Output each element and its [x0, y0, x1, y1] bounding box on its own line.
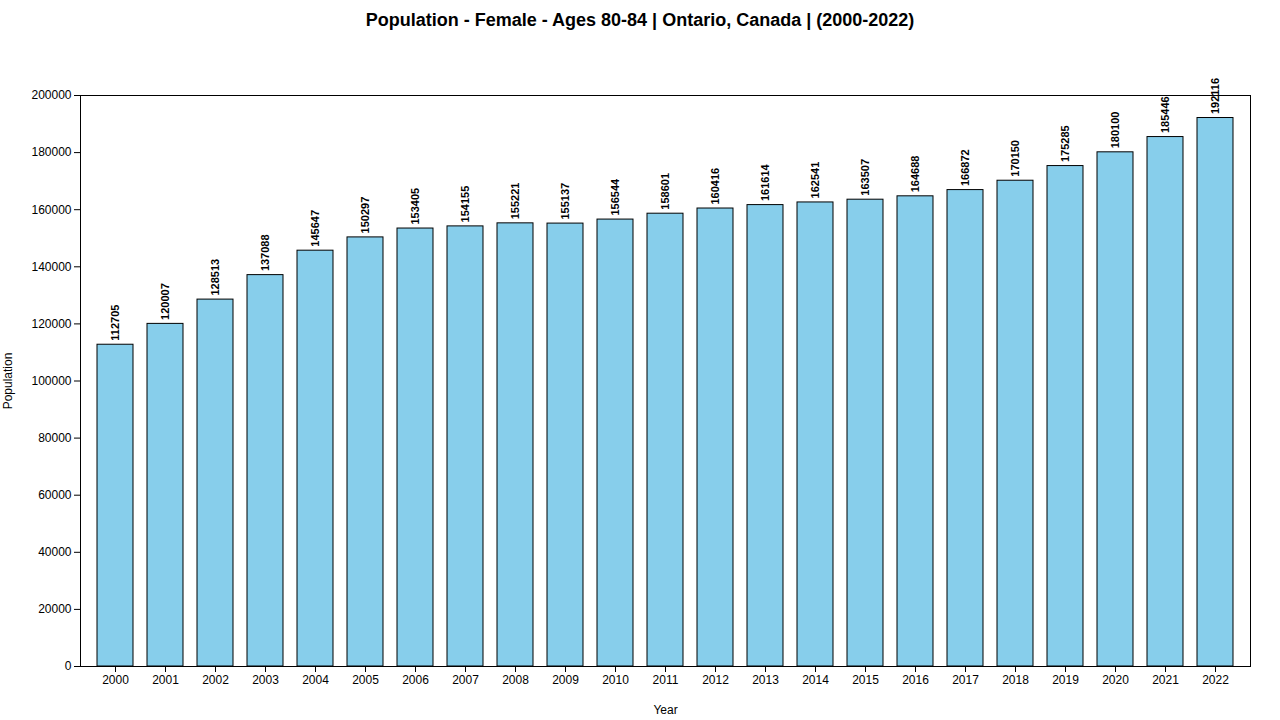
svg-text:2006: 2006 — [402, 673, 429, 687]
svg-text:2001: 2001 — [152, 673, 179, 687]
svg-text:2010: 2010 — [602, 673, 629, 687]
svg-text:60000: 60000 — [38, 488, 72, 502]
svg-text:2017: 2017 — [952, 673, 979, 687]
svg-text:2005: 2005 — [352, 673, 379, 687]
svg-text:180000: 180000 — [31, 145, 71, 159]
svg-text:166872: 166872 — [959, 149, 971, 186]
svg-text:Year: Year — [653, 703, 677, 717]
svg-text:175285: 175285 — [1059, 125, 1071, 162]
svg-text:2015: 2015 — [852, 673, 879, 687]
svg-text:160416: 160416 — [709, 168, 721, 205]
svg-text:120000: 120000 — [31, 317, 71, 331]
svg-text:20000: 20000 — [38, 602, 72, 616]
svg-text:2000: 2000 — [102, 673, 129, 687]
svg-text:153405: 153405 — [409, 188, 421, 225]
svg-text:2007: 2007 — [452, 673, 479, 687]
svg-text:2011: 2011 — [653, 673, 679, 687]
svg-text:Population: Population — [1, 353, 15, 410]
svg-text:192116: 192116 — [1209, 77, 1221, 114]
svg-text:2021: 2021 — [1152, 673, 1179, 687]
svg-text:150297: 150297 — [359, 197, 371, 234]
svg-text:80000: 80000 — [38, 431, 72, 445]
svg-text:120007: 120007 — [159, 283, 171, 320]
svg-text:158601: 158601 — [659, 173, 671, 210]
svg-text:2009: 2009 — [552, 673, 579, 687]
svg-text:163507: 163507 — [859, 159, 871, 196]
svg-text:200000: 200000 — [31, 88, 71, 102]
svg-text:145647: 145647 — [309, 210, 321, 247]
svg-text:2019: 2019 — [1052, 673, 1079, 687]
svg-text:185446: 185446 — [1159, 96, 1171, 133]
svg-text:160000: 160000 — [31, 203, 71, 217]
svg-text:2022: 2022 — [1202, 673, 1229, 687]
svg-text:156544: 156544 — [609, 178, 621, 216]
svg-text:2004: 2004 — [302, 673, 329, 687]
svg-text:2018: 2018 — [1002, 673, 1029, 687]
svg-text:0: 0 — [65, 659, 72, 673]
svg-text:170150: 170150 — [1009, 140, 1021, 177]
svg-text:2014: 2014 — [802, 673, 829, 687]
svg-text:2008: 2008 — [502, 673, 529, 687]
svg-text:180100: 180100 — [1109, 112, 1121, 149]
svg-text:2016: 2016 — [902, 673, 929, 687]
svg-text:137088: 137088 — [259, 234, 271, 271]
svg-text:40000: 40000 — [38, 545, 72, 559]
svg-text:2003: 2003 — [252, 673, 279, 687]
html-text:Population - Female - Ages 80-: Population - Female - Ages 80-84 | Ontar… — [365, 10, 915, 30]
svg-text:140000: 140000 — [31, 260, 71, 274]
svg-text:161614: 161614 — [759, 164, 771, 202]
svg-text:128513: 128513 — [209, 259, 221, 296]
svg-text:154155: 154155 — [459, 186, 471, 223]
svg-text:100000: 100000 — [31, 374, 71, 388]
svg-text:2002: 2002 — [202, 673, 229, 687]
svg-text:164688: 164688 — [909, 156, 921, 193]
svg-text:155221: 155221 — [509, 183, 521, 220]
svg-text:2013: 2013 — [752, 673, 779, 687]
svg-text:2020: 2020 — [1102, 673, 1129, 687]
svg-text:155137: 155137 — [559, 183, 571, 220]
svg-text:162541: 162541 — [809, 162, 821, 199]
svg-text:112705: 112705 — [109, 305, 121, 341]
svg-text:2012: 2012 — [702, 673, 729, 687]
